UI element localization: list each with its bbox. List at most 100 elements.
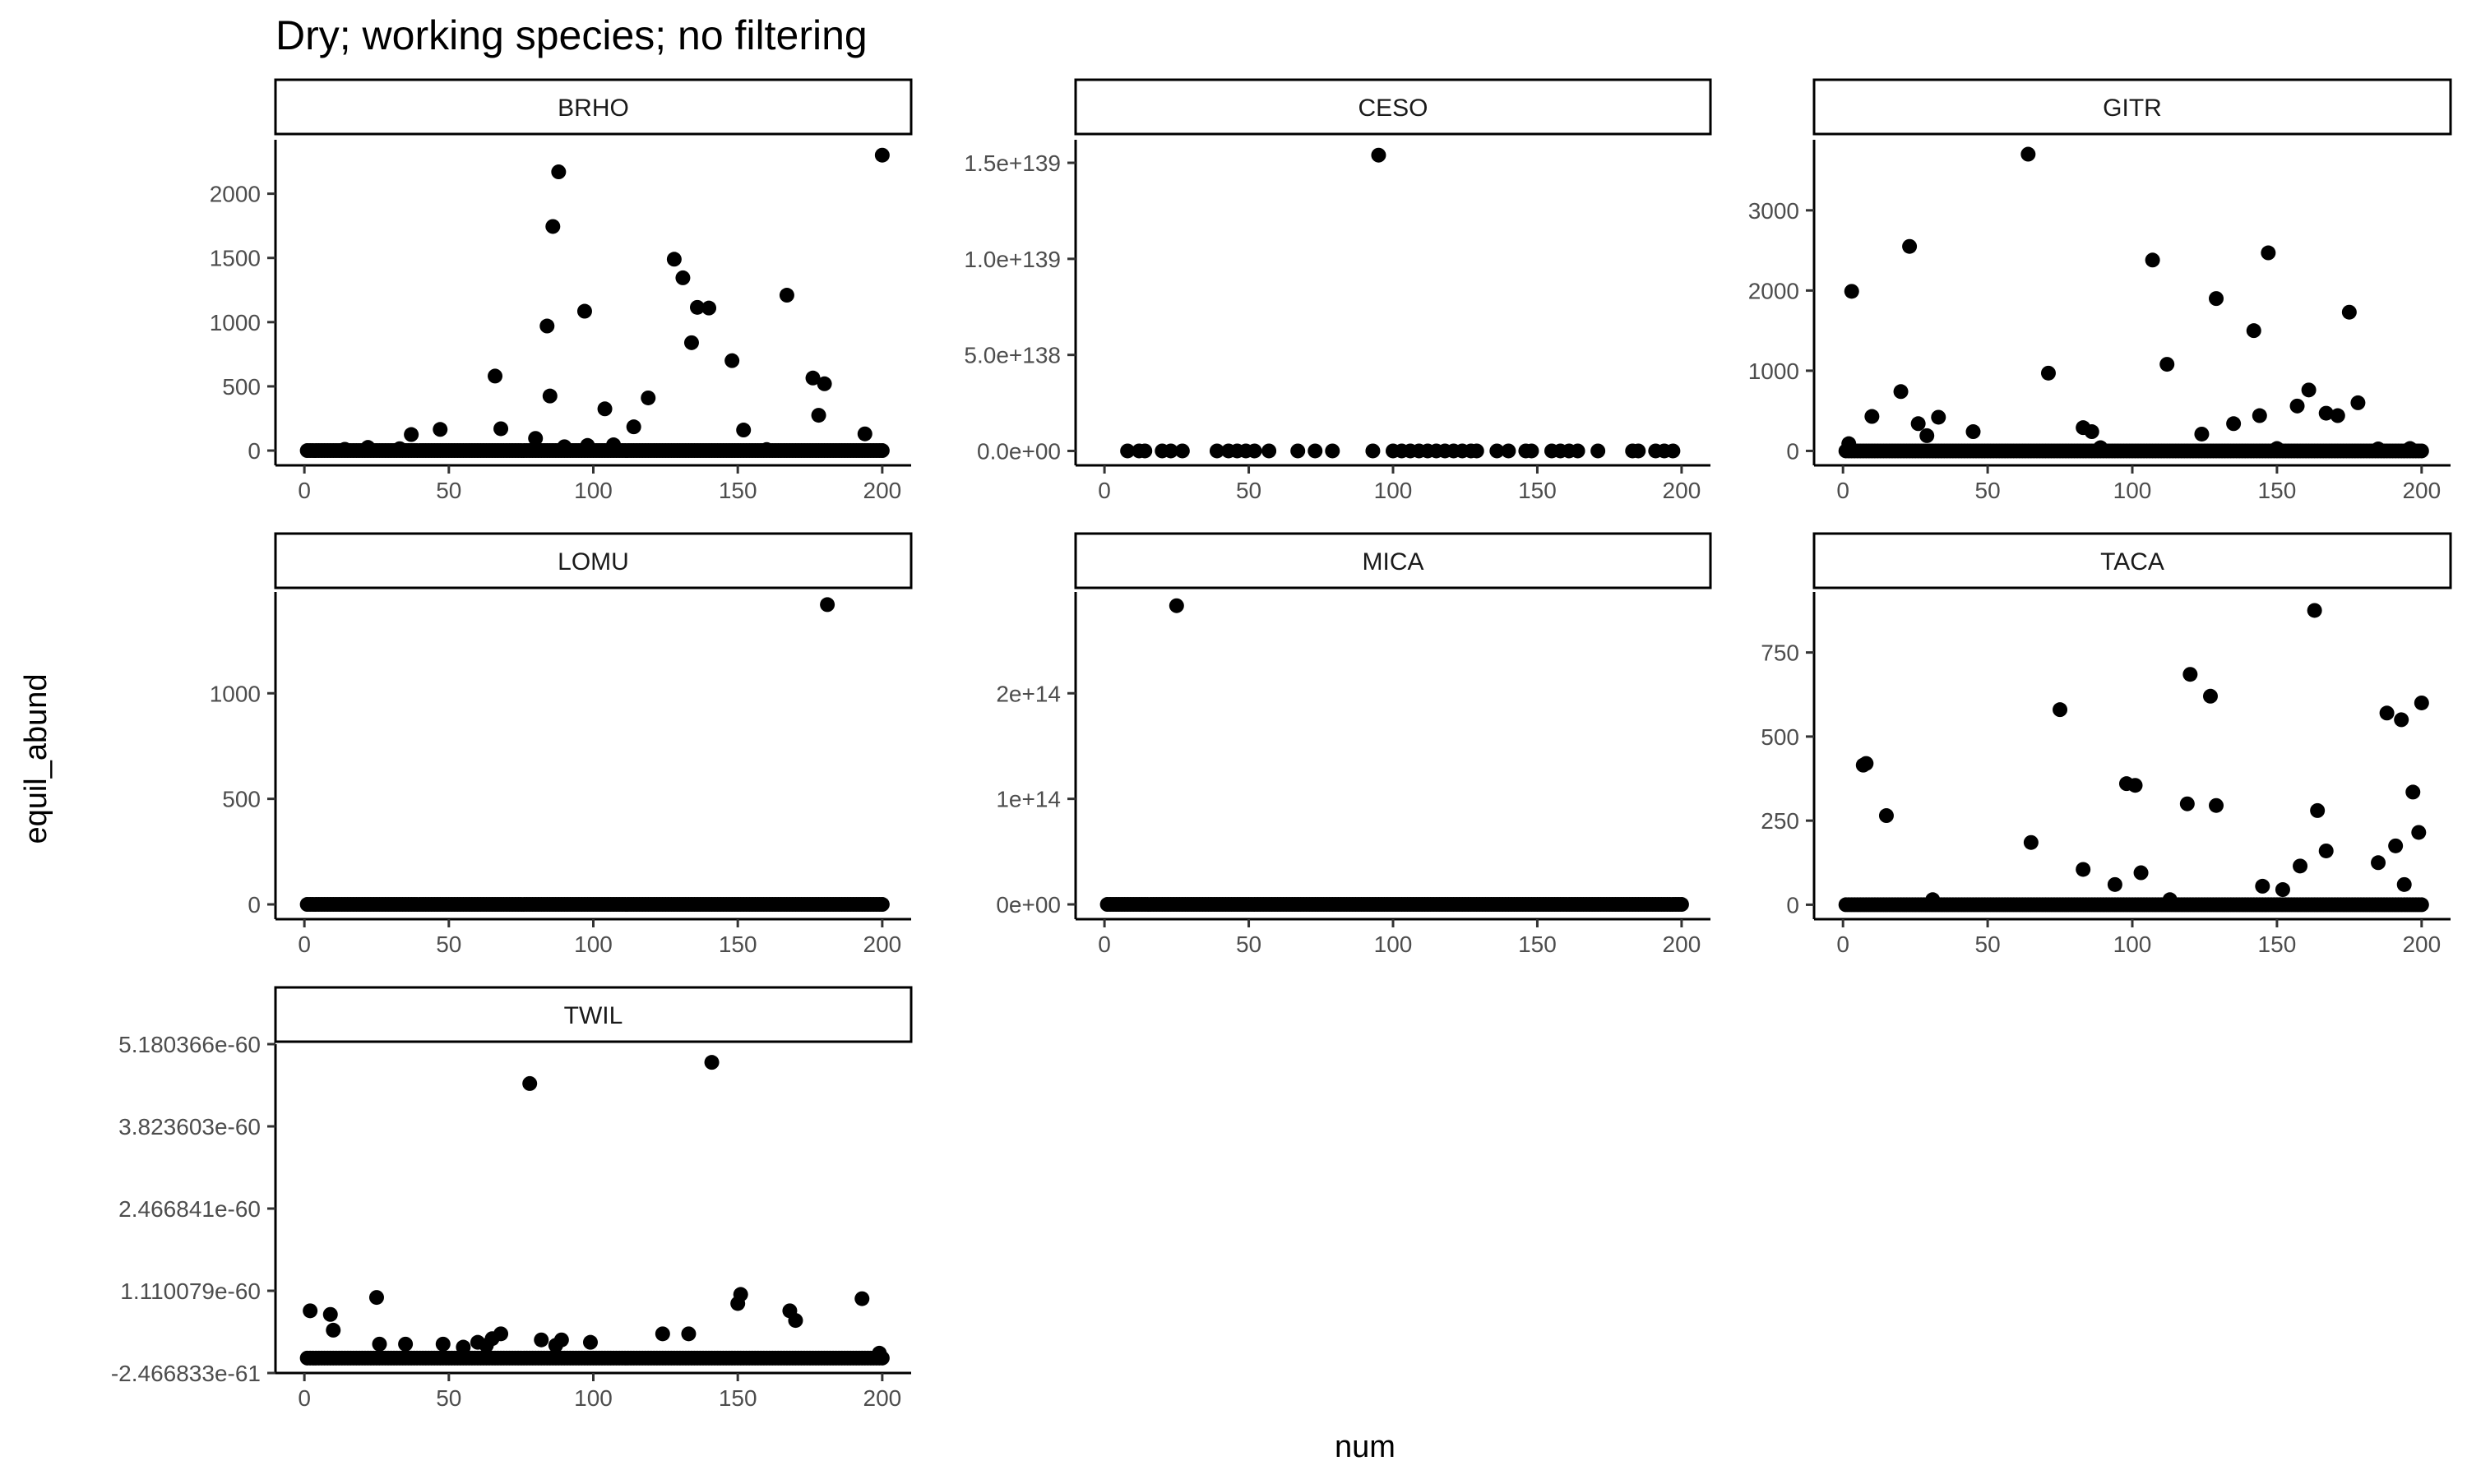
data-point-twil: [553, 1332, 569, 1348]
data-point-ceso: [1524, 443, 1539, 459]
data-point-taca: [2179, 796, 2195, 811]
panel-taca: TACA 0 50 100 150 200 0 250 500 750: [1761, 532, 2452, 957]
data-point-gitr: [2289, 398, 2305, 414]
data-point-taca: [2405, 784, 2421, 800]
x-tick-label-ceso: 150: [1518, 478, 1557, 503]
data-point-taca: [2133, 865, 2149, 881]
data-point-brho: [539, 318, 555, 334]
y-tick-label-mica: 0e+00: [996, 892, 1061, 918]
data-point-brho: [675, 270, 691, 285]
data-point-gitr: [1910, 416, 1926, 432]
data-point-gitr: [1902, 238, 1918, 254]
x-tick-label-gitr: 150: [2258, 478, 2297, 503]
data-point-twil: [303, 1303, 318, 1319]
data-point-twil: [733, 1287, 748, 1302]
data-point-gitr: [1844, 284, 1859, 299]
data-point-twil: [493, 1326, 509, 1342]
panel-lomu: LOMU 0 50 100 150 200 0 500 1000: [210, 532, 913, 957]
data-point-taca: [2307, 603, 2322, 618]
y-tick-label-brho: 1000: [210, 310, 261, 335]
data-point-twil: [522, 1075, 538, 1091]
data-point-taca: [2379, 705, 2395, 721]
data-point-twil: [435, 1336, 451, 1352]
y-tick-label-gitr: 3000: [1748, 198, 1799, 224]
data-point-twil: [398, 1336, 414, 1352]
strip-label-taca: TACA: [2100, 548, 2164, 576]
data-point-gitr: [2350, 395, 2366, 410]
data-point-brho: [606, 437, 622, 453]
x-tick-label-mica: 100: [1374, 932, 1413, 957]
x-tick-label-ceso: 200: [1663, 478, 1701, 503]
x-tick-label-gitr: 0: [1836, 478, 1849, 503]
data-point-twil: [582, 1334, 598, 1350]
data-point-gitr: [2318, 405, 2334, 421]
data-point-ceso: [1365, 443, 1381, 459]
data-point-brho: [701, 300, 717, 316]
data-point-ceso: [1631, 443, 1646, 459]
data-point-taca: [2076, 862, 2091, 877]
y-tick-label-taca: 0: [1786, 892, 1799, 918]
data-point-taca: [2414, 695, 2429, 710]
strip-box-brho: [274, 78, 913, 136]
y-tick-label-taca: 250: [1761, 808, 1799, 834]
x-tick-label-lomu: 200: [863, 932, 902, 957]
data-point-brho: [576, 303, 592, 319]
data-point-brho: [874, 443, 890, 459]
data-point-twil: [322, 1306, 338, 1322]
data-point-ceso: [1489, 443, 1505, 459]
data-point-brho: [597, 401, 613, 417]
data-point-ceso: [1247, 443, 1262, 459]
x-tick-label-ceso: 0: [1098, 478, 1111, 503]
strip-box-gitr: [1812, 78, 2452, 136]
data-point-brho: [811, 408, 826, 423]
data-point-gitr: [2040, 365, 2056, 381]
data-point-brho: [817, 376, 832, 391]
strip-label-ceso: CESO: [1358, 95, 1428, 122]
data-point-brho: [580, 437, 595, 453]
y-tick-label-ceso: 1.0e+139: [964, 247, 1061, 272]
data-point-taca: [2275, 882, 2290, 898]
data-point-gitr: [1893, 384, 1909, 400]
x-tick-label-brho: 200: [863, 478, 902, 503]
data-point-twil: [788, 1313, 803, 1329]
data-point-taca: [2023, 834, 2039, 850]
data-point-gitr: [2159, 357, 2175, 372]
data-point-gitr: [1919, 428, 1935, 443]
y-tick-label-mica: 1e+14: [996, 787, 1061, 812]
data-point-brho: [779, 288, 794, 303]
data-point-ceso: [1325, 443, 1340, 459]
data-point-brho: [545, 219, 561, 234]
data-point-brho: [337, 442, 353, 457]
x-tick-label-lomu: 150: [719, 932, 757, 957]
x-tick-label-taca: 50: [1975, 932, 2001, 957]
panel-mica: MICA 0 50 100 150 200 0e+00 1e+14 2e+14: [996, 532, 1712, 957]
y-tick-label-ceso: 1.5e+139: [964, 150, 1061, 176]
data-point-ceso: [1163, 443, 1178, 459]
data-point-brho: [528, 431, 544, 446]
data-point-taca: [1878, 808, 1894, 824]
data-point-brho: [557, 439, 572, 455]
data-point-mica: [1169, 598, 1184, 613]
data-point-gitr: [2209, 291, 2224, 307]
data-point-gitr: [2301, 382, 2317, 398]
data-point-taca: [1925, 892, 1941, 908]
x-tick-label-mica: 200: [1663, 932, 1701, 957]
x-tick-label-twil: 0: [298, 1385, 311, 1411]
data-point-gitr: [2252, 408, 2267, 423]
data-point-ceso: [1371, 147, 1386, 163]
data-point-gitr: [2414, 443, 2429, 459]
data-point-taca: [1858, 756, 1874, 771]
data-point-brho: [689, 299, 705, 315]
data-point-brho: [857, 426, 872, 442]
x-tick-label-taca: 100: [2113, 932, 2152, 957]
y-tick-label-lomu: 500: [222, 787, 261, 812]
data-point-twil: [655, 1326, 670, 1342]
strip-label-lomu: LOMU: [558, 548, 629, 576]
data-point-brho: [874, 147, 890, 163]
data-point-taca: [2396, 876, 2412, 892]
y-tick-label-gitr: 1000: [1748, 358, 1799, 384]
data-point-taca: [2162, 892, 2178, 908]
data-point-gitr: [2261, 245, 2276, 261]
data-point-gitr: [2084, 424, 2099, 440]
